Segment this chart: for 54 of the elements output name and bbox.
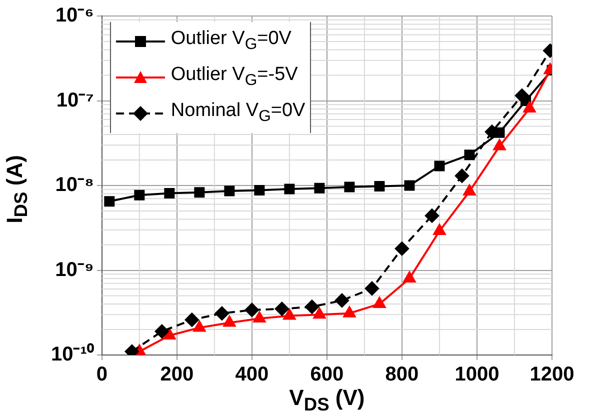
x-tick-label: 1200 [530, 364, 574, 386]
point [424, 208, 439, 223]
legend-label: Nominal V$_{G}$=0V [170, 98, 306, 126]
point [193, 320, 206, 332]
point [244, 302, 259, 317]
point [314, 182, 325, 194]
point [184, 312, 199, 327]
legend-label: Outlier V$_{G}$=0V [170, 27, 292, 55]
point [394, 242, 409, 256]
point [253, 311, 266, 322]
point [404, 180, 415, 191]
y-tick-label: 10⁻¹⁰ [51, 342, 94, 366]
point [223, 316, 236, 327]
x-tick-label: 0 [96, 364, 108, 386]
point [254, 184, 265, 196]
point [403, 271, 416, 282]
y-tick-label: 10⁻⁷ [56, 89, 94, 112]
y-tick-label: 10⁻⁶ [55, 4, 94, 27]
y-tick-label: 10⁻⁹ [55, 258, 94, 281]
point [374, 181, 385, 192]
point [434, 160, 445, 172]
x-tick-label: 800 [385, 364, 419, 386]
x-tick-label: 1000 [454, 364, 500, 386]
point [154, 324, 169, 338]
point [194, 187, 205, 198]
legend-label: Outlier V$_{G}$=-5V [170, 62, 298, 91]
point [373, 296, 386, 308]
point [454, 168, 469, 183]
point [433, 224, 446, 236]
point [463, 184, 476, 196]
x-tick-label: 600 [310, 364, 344, 386]
point [364, 281, 379, 296]
point [464, 150, 475, 160]
point [343, 306, 356, 318]
point [274, 302, 289, 316]
point [313, 308, 326, 319]
point [283, 308, 296, 320]
point [164, 188, 175, 198]
point [104, 196, 115, 207]
point [304, 300, 319, 314]
point [284, 184, 295, 194]
y-tick-label: 10⁻⁸ [55, 174, 94, 196]
point [224, 186, 235, 196]
point [523, 102, 536, 113]
point [493, 139, 506, 150]
point [214, 306, 229, 320]
x-tick-label: 400 [235, 364, 269, 386]
point [344, 182, 355, 192]
point [514, 88, 529, 103]
point [163, 328, 176, 340]
x-tick-label: 200 [160, 364, 194, 386]
x-axis-title: V$_{DS}$ (V) [288, 384, 366, 416]
point [134, 190, 145, 200]
point [334, 293, 349, 308]
